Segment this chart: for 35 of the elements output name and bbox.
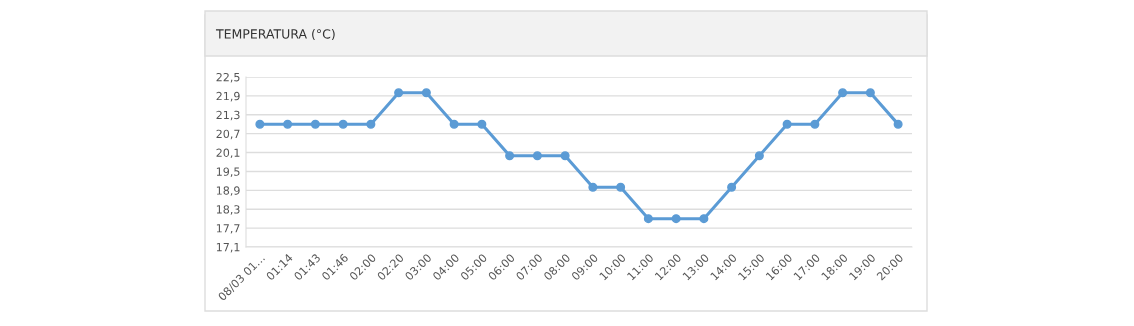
point	[477, 119, 487, 129]
point	[366, 119, 376, 129]
y-tick-label: 19,5	[216, 167, 240, 177]
y-tick-label: 17,1	[216, 243, 240, 253]
point	[865, 88, 875, 98]
point	[560, 151, 570, 161]
point	[616, 182, 626, 192]
point	[588, 182, 598, 192]
point	[310, 119, 320, 129]
y-tick-label: 17,7	[216, 224, 240, 234]
y-tick-label: 18,3	[216, 205, 240, 215]
chart-title: TEMPERATURA (°C)	[215, 28, 335, 41]
point	[255, 119, 265, 129]
point	[283, 119, 293, 129]
point	[782, 119, 792, 129]
y-tick-label: 18,9	[216, 186, 240, 196]
point	[838, 88, 848, 98]
point	[338, 119, 348, 129]
point	[699, 214, 709, 224]
point	[505, 151, 515, 161]
point	[893, 119, 903, 129]
y-tick-label: 21,9	[216, 91, 240, 102]
point	[671, 214, 681, 224]
point	[532, 151, 542, 161]
y-tick-label: 20,1	[216, 148, 240, 159]
point	[643, 214, 653, 224]
point	[421, 88, 431, 98]
point	[394, 88, 404, 98]
point	[727, 182, 737, 192]
y-tick-label: 20,7	[216, 129, 240, 140]
point	[810, 119, 820, 129]
y-tick-label: 21,3	[216, 110, 240, 121]
y-tick-label: 22,5	[216, 72, 240, 83]
point	[449, 119, 459, 129]
point	[754, 151, 764, 161]
